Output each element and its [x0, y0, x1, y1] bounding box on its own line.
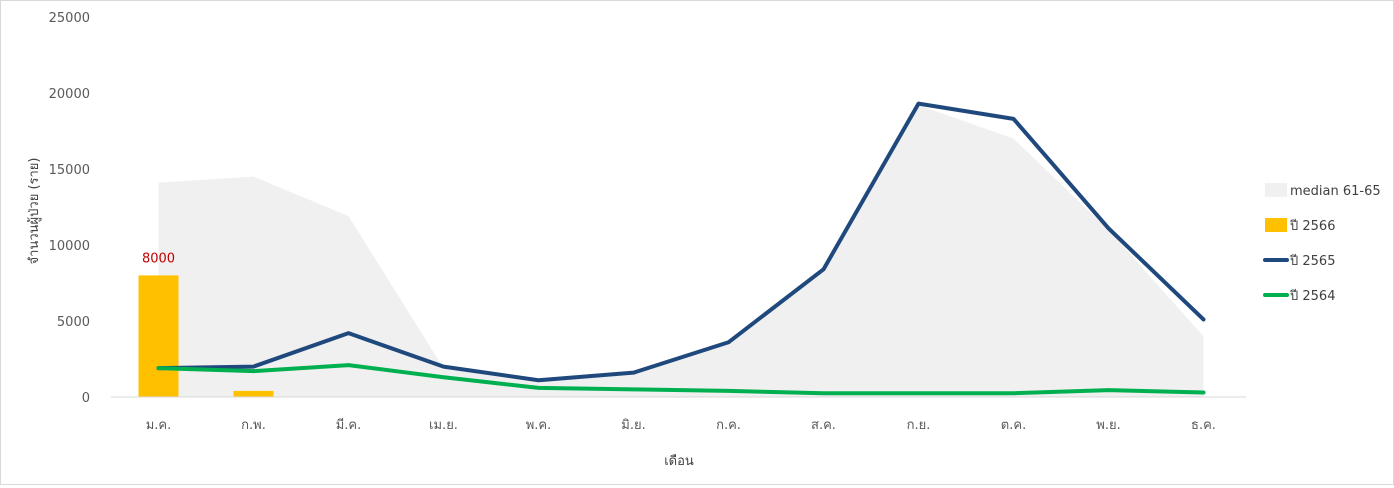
x-tick-label: ก.พ. — [241, 418, 266, 433]
x-tick-label: เม.ย. — [429, 418, 458, 433]
data-label: 8000 — [142, 251, 175, 266]
x-axis-title: เดือน — [664, 453, 694, 469]
y-axis-title: จำนวนผู้ป่วย (ราย) — [27, 158, 42, 265]
y-tick-label: 10000 — [49, 239, 90, 254]
y-axis-ticks: 0 5000 10000 15000 20000 25000 — [49, 11, 90, 406]
y-tick-label: 25000 — [49, 11, 90, 26]
bar — [138, 275, 179, 397]
legend-swatch-bar — [1265, 218, 1287, 232]
area-median-61-65 — [158, 105, 1204, 397]
legend: median 61-65 ปี 2566 ปี 2565 ปี 2564 — [1263, 183, 1381, 304]
data-label-layer: 8000 — [142, 251, 175, 266]
legend-label: ปี 2566 — [1289, 218, 1335, 234]
x-tick-label: ธ.ค. — [1191, 418, 1216, 433]
x-tick-label: ก.ค. — [716, 418, 741, 433]
y-tick-label: 15000 — [49, 163, 90, 178]
x-tick-label: ต.ค. — [1001, 418, 1026, 433]
legend-item: ปี 2564 — [1263, 288, 1335, 304]
x-tick-label: พ.ย. — [1096, 418, 1120, 433]
area-layer — [158, 105, 1204, 397]
bar-layer — [138, 275, 274, 397]
legend-item: median 61-65 — [1265, 183, 1381, 199]
x-tick-label: ก.ย. — [907, 418, 931, 433]
legend-label: median 61-65 — [1290, 184, 1381, 199]
line-series — [156, 101, 1206, 383]
legend-label: ปี 2564 — [1289, 288, 1335, 304]
x-tick-label: มิ.ย. — [621, 418, 645, 433]
legend-swatch-area — [1265, 183, 1287, 197]
bar — [233, 390, 274, 397]
legend-item: ปี 2566 — [1265, 218, 1335, 234]
x-tick-label: มี.ค. — [336, 417, 362, 433]
x-tick-label: พ.ค. — [526, 418, 552, 433]
x-tick-label: ส.ค. — [811, 418, 836, 433]
legend-label: ปี 2565 — [1289, 253, 1335, 269]
line-layer — [156, 101, 1206, 396]
x-tick-label: ม.ค. — [146, 418, 172, 433]
line-series — [156, 363, 1206, 396]
legend-item: ปี 2565 — [1263, 253, 1335, 269]
y-tick-label: 0 — [82, 391, 90, 406]
y-tick-label: 5000 — [57, 315, 90, 330]
x-axis-ticks: ม.ค. ก.พ. มี.ค. เม.ย. พ.ค. มิ.ย. ก.ค. ส.ค. ก.ย. ต… — [146, 417, 1216, 433]
y-tick-label: 20000 — [49, 87, 90, 102]
